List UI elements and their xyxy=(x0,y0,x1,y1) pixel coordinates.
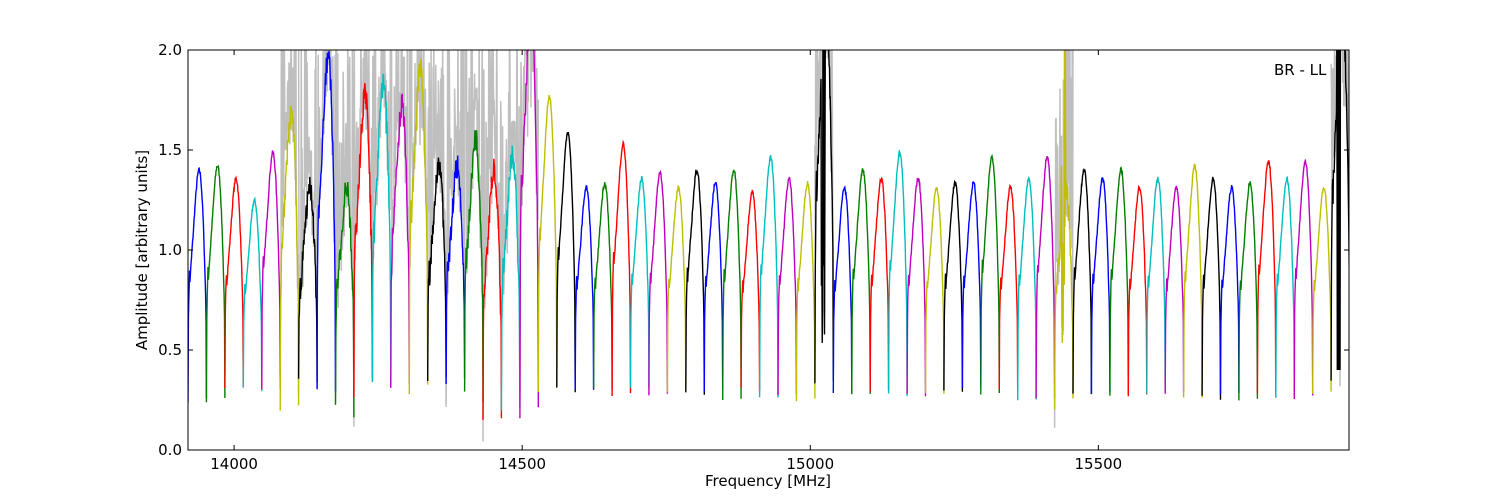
x-tick-label: 15500 xyxy=(1075,455,1123,473)
x-tick-label: 14000 xyxy=(210,455,258,473)
channel-series-line xyxy=(832,185,853,394)
channel-series-line xyxy=(224,175,244,389)
y-tick-label: 0.5 xyxy=(158,341,182,359)
channel-series-line xyxy=(851,168,871,395)
raw-data-line xyxy=(279,50,300,397)
channel-series-line xyxy=(353,83,374,398)
raw-data-line xyxy=(297,50,318,345)
channel-series-line xyxy=(980,154,1000,395)
axis-ticks: 14000 14500 15000 15500 0.0 0.5 1.0 1.5 2.0 xyxy=(158,41,1349,473)
y-tick-label: 1.0 xyxy=(158,241,182,259)
channel-series-line xyxy=(1256,160,1277,395)
channel-series-line xyxy=(574,184,595,390)
channel-series-line xyxy=(408,58,429,395)
channel-series-line xyxy=(1201,176,1222,400)
channel-series-line xyxy=(242,196,263,392)
channel-series-line xyxy=(611,139,632,397)
channel-series-line xyxy=(390,93,410,388)
channel-series-line xyxy=(795,181,816,402)
channel-series-line xyxy=(592,182,613,390)
channel-series-line xyxy=(1127,184,1148,397)
channel-series-line xyxy=(1219,184,1240,395)
plot-background xyxy=(188,50,1349,450)
channel-series-line xyxy=(1182,163,1203,398)
x-axis-label: Frequency [MHz] xyxy=(705,472,831,490)
channel-series-line xyxy=(482,158,503,420)
channel-series-line xyxy=(1293,159,1314,400)
channel-series-line xyxy=(648,169,669,396)
channel-series-line xyxy=(758,154,779,398)
channel-series-line xyxy=(297,176,318,383)
channel-series-line xyxy=(1238,181,1259,401)
channel-series-line xyxy=(924,186,945,394)
y-tick-label: 1.5 xyxy=(158,141,182,159)
channel-series-line xyxy=(556,132,576,393)
channel-series-line xyxy=(814,50,834,384)
channel-series-line xyxy=(906,177,927,397)
channel-series-line xyxy=(1330,50,1349,391)
channel-series-line xyxy=(205,164,226,403)
y-tick-label: 2.0 xyxy=(158,41,182,59)
x-tick-label: 15000 xyxy=(786,455,834,473)
channel-series-line xyxy=(1311,186,1332,394)
channel-series-line xyxy=(1109,166,1130,396)
channel-series-line xyxy=(887,149,908,397)
channel-series-line xyxy=(316,50,337,392)
channel-series-line xyxy=(279,105,300,411)
channel-series-line xyxy=(961,181,982,388)
channel-series-line xyxy=(777,176,798,396)
y-tick-label: 0.0 xyxy=(158,441,182,459)
channel-series-line xyxy=(1072,167,1093,395)
channel-series-group xyxy=(188,50,1349,420)
channel-series-line xyxy=(519,50,539,419)
channel-series-line xyxy=(1017,175,1037,401)
channel-series-line xyxy=(722,169,742,401)
channel-series-line xyxy=(500,145,521,411)
channel-series-line xyxy=(869,176,890,392)
channel-series-line xyxy=(537,95,558,392)
channel-series-line xyxy=(371,73,392,388)
x-tick-label: 14500 xyxy=(498,455,546,473)
channel-series-line xyxy=(1053,50,1074,410)
annotation-label: BR - LL xyxy=(1274,61,1327,79)
channel-series-line xyxy=(685,169,705,395)
channel-series-line xyxy=(261,150,281,390)
channel-series-line xyxy=(463,130,484,403)
channel-series-line xyxy=(427,157,447,382)
channel-series-line xyxy=(1275,176,1296,398)
channel-series-line xyxy=(188,166,208,403)
channel-series-line xyxy=(703,181,724,392)
channel-series-line xyxy=(629,175,650,388)
y-axis-label: Amplitude [arbitrary units] xyxy=(133,150,151,350)
channel-series-line xyxy=(666,185,687,393)
channel-series-line xyxy=(1164,185,1185,394)
channel-series-line xyxy=(943,179,964,392)
channel-series-line xyxy=(740,189,761,391)
channel-series-line xyxy=(445,155,466,385)
raw-data-line xyxy=(482,50,503,442)
channel-series-line xyxy=(334,181,355,418)
channel-series-line xyxy=(1146,176,1166,394)
raw-data-line xyxy=(445,50,466,404)
channel-series-line xyxy=(1090,177,1111,394)
channel-series-line xyxy=(998,183,1019,392)
channel-series-line xyxy=(1035,156,1056,399)
